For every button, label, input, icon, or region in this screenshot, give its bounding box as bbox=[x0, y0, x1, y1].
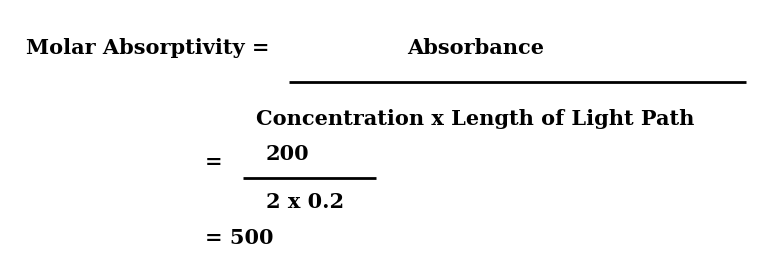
Text: = 500: = 500 bbox=[205, 228, 273, 248]
Text: Absorbance: Absorbance bbox=[407, 38, 544, 58]
Text: =: = bbox=[205, 152, 223, 172]
Text: 200: 200 bbox=[266, 144, 310, 164]
Text: Concentration x Length of Light Path: Concentration x Length of Light Path bbox=[257, 109, 695, 129]
Text: 2 x 0.2: 2 x 0.2 bbox=[266, 192, 344, 212]
Text: Molar Absorptivity =: Molar Absorptivity = bbox=[25, 38, 269, 58]
